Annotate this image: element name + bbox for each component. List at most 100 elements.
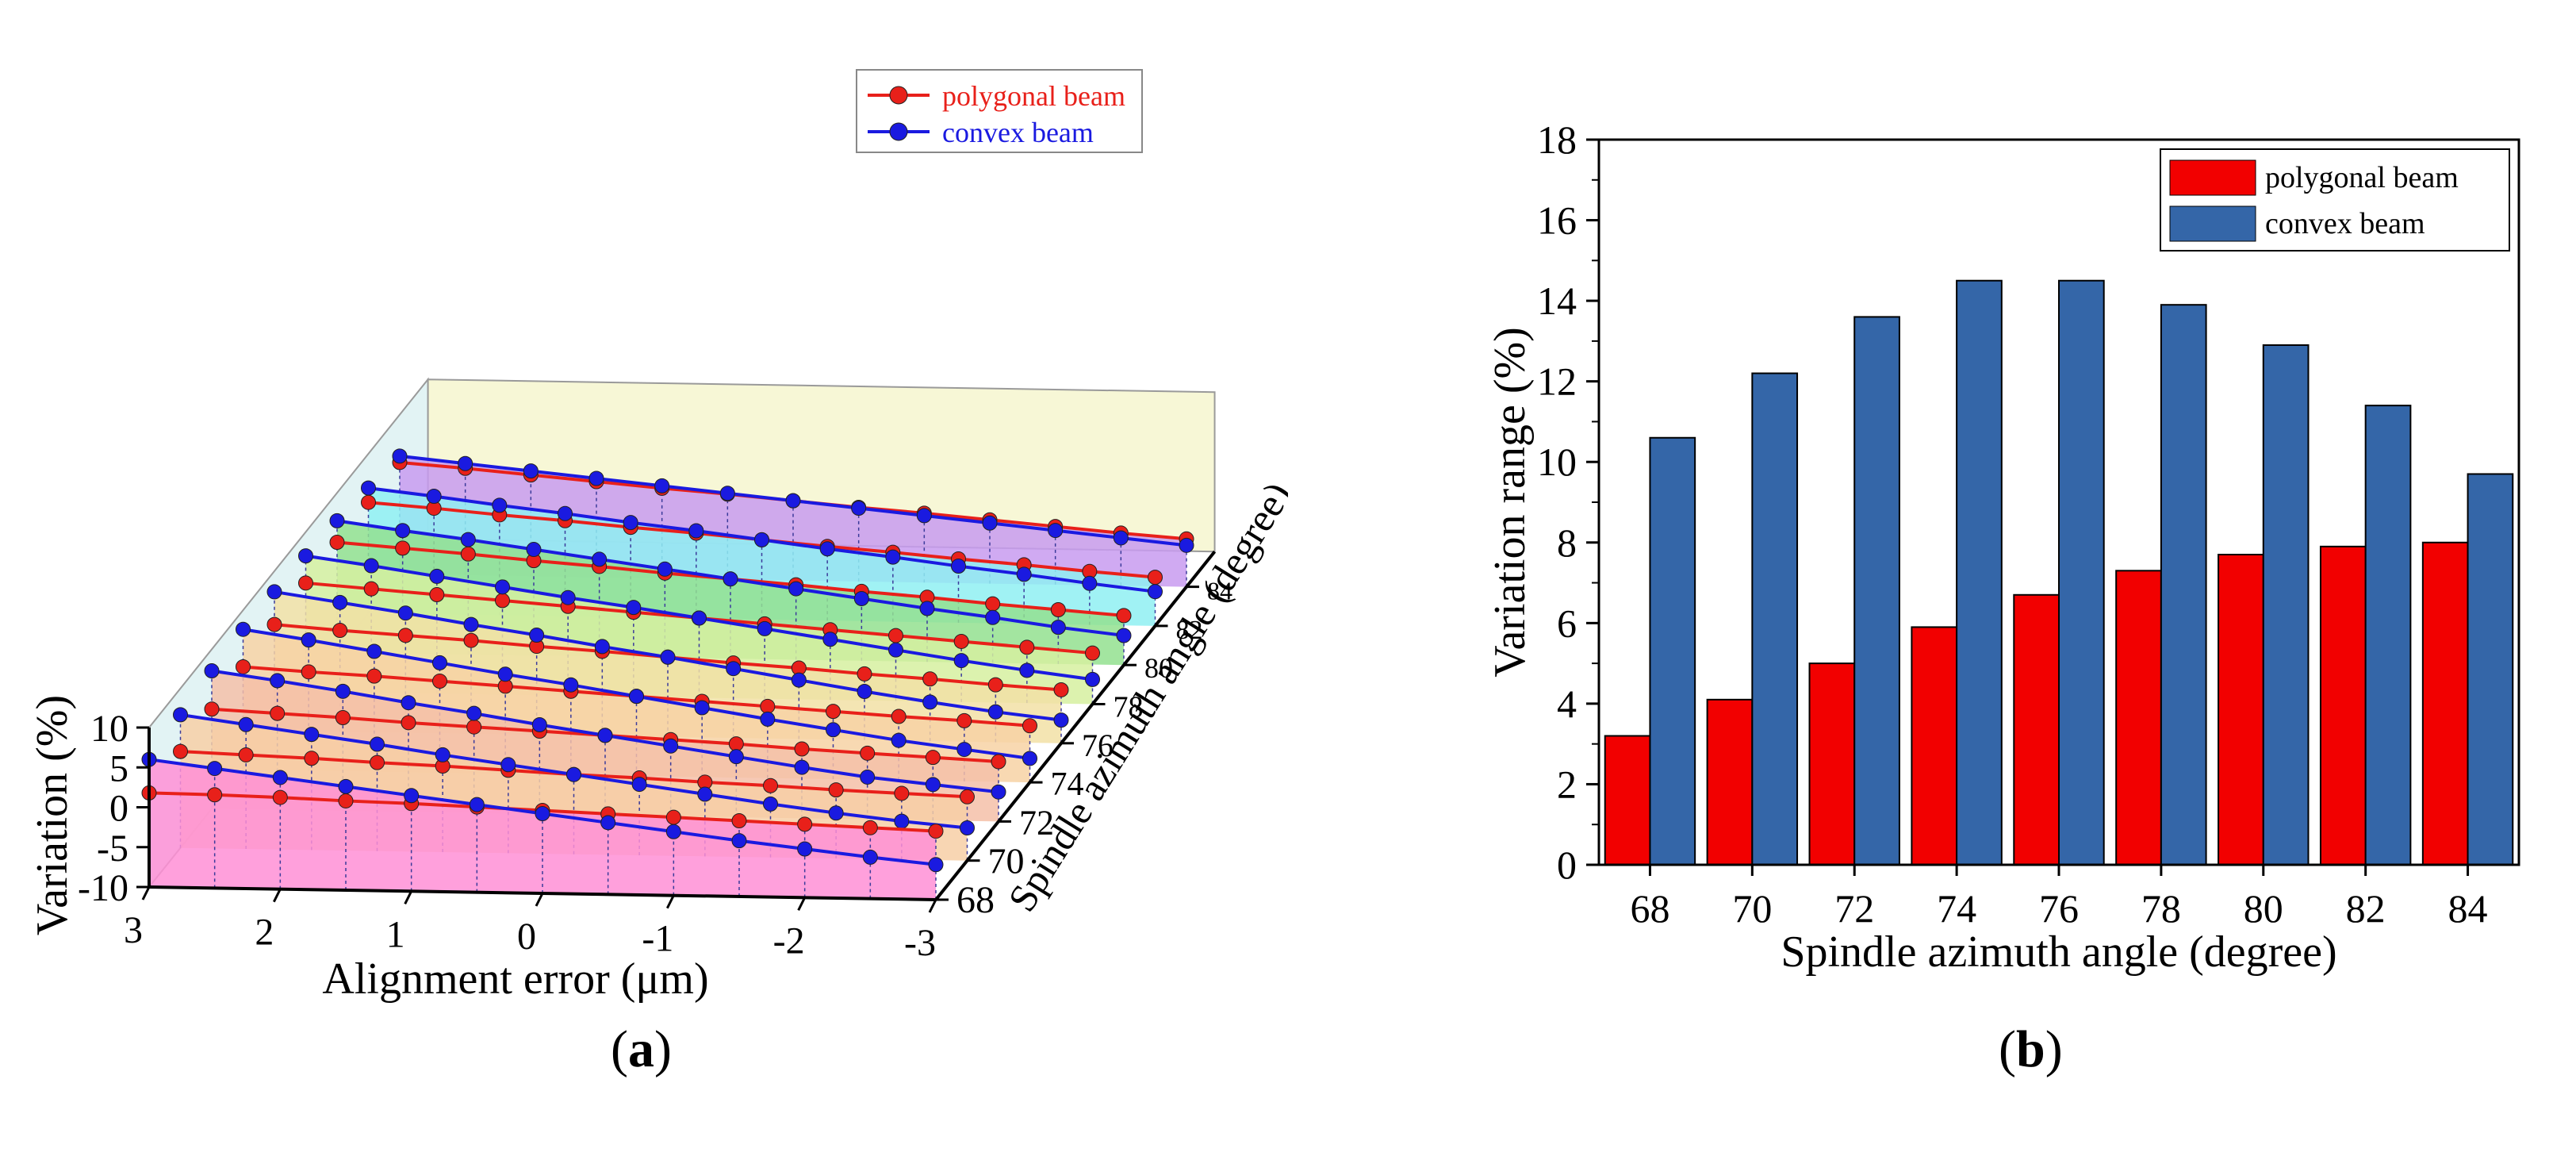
bar-convex: [2160, 304, 2207, 866]
series-point-convex: [791, 672, 807, 688]
series-point-polygonal: [1148, 570, 1163, 586]
series-point-convex: [301, 632, 316, 648]
bar-convex: [2364, 405, 2412, 866]
series-point-convex: [563, 677, 579, 693]
x-tick-mark: [797, 897, 807, 912]
series-point-convex: [363, 558, 379, 574]
y-tick-label: 18: [1537, 117, 1577, 162]
z-tick-label: 76: [1082, 728, 1114, 763]
x-tick-label: 74: [1937, 886, 1976, 931]
series-point-convex: [526, 542, 542, 558]
series-point-polygonal: [204, 701, 220, 717]
series-point-convex: [828, 805, 844, 821]
series-point-polygonal: [894, 785, 910, 801]
z-tick-label: 78: [1114, 691, 1144, 724]
x-axis-label: Alignment error (μm): [322, 954, 708, 1004]
legend-label: convex beam: [942, 117, 1094, 148]
series-point-convex: [916, 508, 932, 524]
series-point-convex: [361, 480, 376, 496]
x-tick-label: 3: [124, 909, 143, 951]
y-tick-label: 0: [1557, 843, 1577, 887]
series-point-convex: [435, 747, 450, 762]
caption-a: (a): [611, 1020, 672, 1078]
bar-polygonal: [2013, 593, 2060, 866]
series-point-convex: [692, 610, 707, 626]
series-point-polygonal: [922, 671, 938, 687]
series-point-polygonal: [238, 747, 254, 762]
series-point-convex: [429, 568, 445, 584]
series-point-convex: [426, 488, 442, 504]
series-point-convex: [270, 673, 286, 689]
y-tick-label: 10: [90, 708, 128, 750]
z-tick-label: 72: [1019, 803, 1054, 842]
series-point-convex: [469, 797, 485, 812]
x-tick-label: 72: [1834, 886, 1874, 931]
series-point-convex: [894, 813, 910, 829]
series-point-polygonal: [335, 709, 351, 725]
x-tick-label: -3: [904, 922, 936, 964]
series-point-convex: [785, 493, 801, 509]
series-point-polygonal: [960, 789, 975, 804]
series-point-convex: [688, 523, 704, 539]
x-tick-label: 84: [2448, 886, 2488, 931]
series-point-polygonal: [1085, 645, 1100, 661]
series-point-convex: [987, 704, 1003, 720]
x-axis-label: Spindle azimuth angle (degree): [1781, 927, 2336, 977]
series-point-convex: [857, 683, 872, 699]
x-tick-label: 78: [2141, 886, 2181, 931]
z-tick-label: 80: [1144, 652, 1173, 684]
series-point-polygonal: [1019, 639, 1035, 655]
series-point-convex: [797, 841, 813, 857]
caption-b-letter: b: [2015, 1020, 2045, 1078]
caption-a-letter: a: [627, 1020, 654, 1078]
series-point-convex: [891, 732, 907, 748]
series-point-convex: [392, 448, 408, 464]
y-axis-label: Variation range (%): [1485, 327, 1535, 678]
series-point-convex: [460, 532, 476, 547]
series-point-convex: [560, 589, 576, 605]
series-point-polygonal: [236, 659, 251, 674]
series-point-convex: [757, 620, 772, 636]
series-point-polygonal: [429, 587, 445, 603]
series-point-polygonal: [1116, 608, 1132, 624]
y-tick-label: 6: [1557, 601, 1577, 645]
series-point-convex: [495, 579, 510, 595]
y-tick-label: 10: [1537, 440, 1577, 484]
bar-convex: [1751, 372, 1799, 866]
series-point-convex: [523, 463, 539, 479]
series-point-polygonal: [860, 745, 876, 761]
series-point-convex: [497, 666, 513, 682]
series-point-convex: [1048, 523, 1064, 539]
y-tick-label: 0: [109, 788, 128, 830]
series-point-convex: [592, 551, 608, 567]
bar-polygonal: [2218, 554, 2264, 866]
x-tick-label: 70: [1732, 886, 1772, 931]
caption-b: (b): [1999, 1020, 2063, 1078]
series-point-polygonal: [266, 616, 282, 632]
series-point-polygonal: [466, 719, 482, 735]
series-point-polygonal: [760, 698, 776, 714]
x-tick-mark: [141, 886, 151, 900]
series-point-convex: [1050, 620, 1066, 636]
series-point-convex: [466, 705, 482, 721]
series-point-polygonal: [826, 704, 841, 720]
series-point-convex: [1016, 566, 1032, 582]
series-point-convex: [697, 786, 713, 802]
series-point-convex: [404, 788, 420, 804]
x-tick-label: 68: [1630, 886, 1669, 931]
series-point-convex: [531, 717, 547, 733]
series-point-polygonal: [1050, 602, 1066, 618]
series-point-convex: [626, 600, 642, 616]
series-point-polygonal: [366, 668, 382, 684]
series-point-convex: [566, 766, 581, 782]
series-point-polygonal: [370, 755, 385, 770]
series-point-polygonal: [298, 575, 313, 591]
series-point-polygonal: [794, 741, 810, 757]
series-point-convex: [1022, 751, 1037, 766]
series-point-convex: [535, 806, 550, 821]
y-tick-label: 2: [1557, 762, 1577, 806]
series-point-convex: [207, 761, 223, 777]
series-point-convex: [1019, 662, 1035, 678]
x-tick-label: -1: [642, 918, 673, 960]
